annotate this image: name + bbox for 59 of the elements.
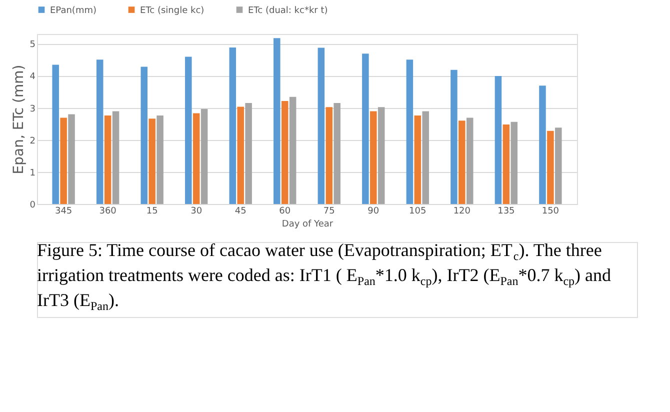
x-tick-label: 15 <box>146 206 158 216</box>
y-tick-label: 5 <box>30 40 36 50</box>
bar <box>370 111 377 204</box>
x-tick-label: 360 <box>99 206 117 216</box>
bar <box>274 38 280 204</box>
y-tick-label: 2 <box>30 136 36 146</box>
bar <box>510 122 518 204</box>
bar <box>245 102 252 204</box>
bar <box>547 130 554 204</box>
bar <box>112 111 120 204</box>
bar <box>96 60 104 204</box>
x-tick-label: 75 <box>323 206 335 216</box>
bar <box>192 113 200 204</box>
x-tick-label: 45 <box>234 206 246 216</box>
bar <box>362 54 369 204</box>
y-axis-title: Epan, ETc (mm) <box>10 64 27 174</box>
bar <box>458 120 466 204</box>
x-tick-label: 135 <box>498 206 515 216</box>
x-tick-label: 105 <box>409 206 426 216</box>
legend-label: ETc (dual: kc*kr t) <box>248 6 328 16</box>
bar <box>52 64 59 204</box>
bar <box>140 66 148 204</box>
bar <box>60 118 67 204</box>
bar <box>502 124 510 204</box>
x-tick-label: 60 <box>279 206 291 216</box>
bar <box>414 115 422 204</box>
bar <box>318 48 325 204</box>
bar <box>334 102 340 204</box>
bar <box>68 114 75 204</box>
bar <box>289 96 296 204</box>
bar <box>406 60 414 204</box>
x-tick-label: 30 <box>190 206 202 216</box>
y-tick-label: 1 <box>30 168 36 178</box>
y-tick-label: 0 <box>30 200 36 210</box>
bar <box>185 56 192 204</box>
y-tick-label: 4 <box>30 72 36 82</box>
bar <box>466 118 474 204</box>
legend-label: ETc (single kc) <box>140 6 204 16</box>
bar <box>104 115 112 204</box>
legend-label: EPan(mm) <box>50 6 96 16</box>
bar <box>156 115 164 204</box>
bar <box>200 109 208 204</box>
x-tick-label: 150 <box>542 206 560 216</box>
bar <box>539 86 546 204</box>
bar <box>229 47 236 204</box>
x-axis-title: Day of Year <box>282 220 334 230</box>
bar <box>555 128 562 204</box>
bar <box>326 107 333 204</box>
x-tick-label: 90 <box>368 206 380 216</box>
x-tick-label: 120 <box>453 206 471 216</box>
bar <box>450 70 458 204</box>
bar <box>494 76 502 204</box>
bar <box>237 106 244 204</box>
x-tick-label: 345 <box>54 206 72 216</box>
bar <box>422 111 429 204</box>
y-tick-label: 3 <box>30 104 36 114</box>
bar <box>148 118 156 204</box>
bar <box>281 101 288 204</box>
bar <box>378 107 385 204</box>
